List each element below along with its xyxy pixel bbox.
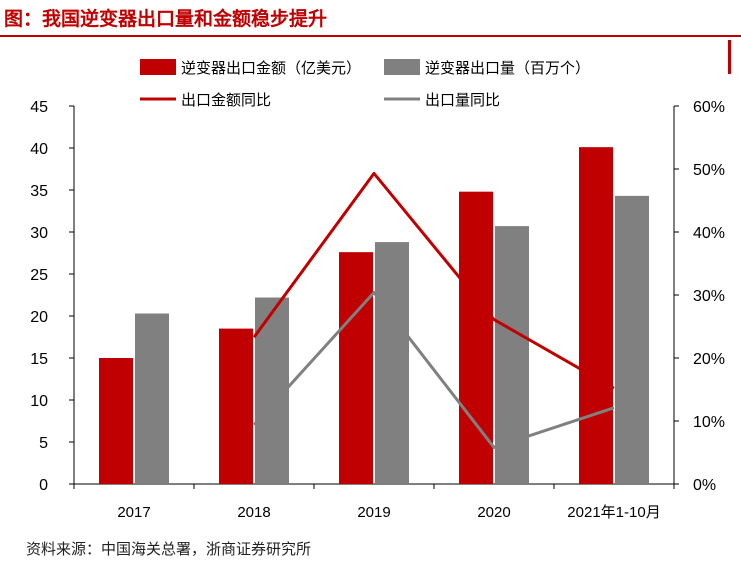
plot-area: 0 5 10 15 20 25 30 35 40 45 0% 10% 20% 30% 40% 50% 60% 20…	[30, 99, 725, 521]
y-left-tick-label: 0	[39, 477, 48, 494]
x-tick-label: 2021年1-10月	[567, 504, 660, 521]
source-note: 资料来源：中国海关总署，浙商证券研究所	[26, 540, 312, 558]
y-left-tick-label: 5	[39, 435, 48, 452]
y-left-tick-label: 15	[30, 351, 48, 368]
amount-bar	[459, 191, 493, 484]
x-tick-label: 2019	[357, 504, 390, 521]
y-right-tick-label: 60%	[693, 99, 725, 116]
chart-title: 图：我国逆变器出口量和金额稳步提升	[4, 8, 328, 30]
x-tick-label: 2018	[237, 504, 270, 521]
y-right-tick-label: 40%	[693, 225, 725, 242]
legend-volume-label: 逆变器出口量（百万个）	[425, 60, 590, 77]
amount-bar	[99, 358, 133, 484]
y-left-tick-label: 35	[30, 183, 48, 200]
y-right-tick-label: 50%	[693, 162, 725, 179]
legend-amount-yoy-label: 出口金额同比	[181, 92, 271, 109]
y-right-tick-label: 30%	[693, 288, 725, 305]
y-left-tick-label: 20	[30, 309, 48, 326]
x-tick-label: 2017	[117, 504, 150, 521]
y-left-tick-label: 45	[30, 99, 48, 116]
legend-volume-swatch	[384, 59, 420, 75]
y-left-tick-label: 30	[30, 225, 48, 242]
side-marker	[728, 40, 731, 74]
volume-bar	[375, 242, 409, 484]
volume-yoy-line	[252, 290, 615, 449]
y-right-tick-label: 0%	[693, 477, 716, 494]
amount-bar	[219, 328, 253, 484]
x-tick-label: 2020	[477, 504, 510, 521]
y-left-tick-label: 10	[30, 393, 48, 410]
amount-bar	[579, 147, 613, 484]
volume-bar	[135, 313, 169, 484]
amount-bar	[339, 252, 373, 484]
legend-amount-swatch	[140, 59, 176, 75]
y-right-tick-label: 10%	[693, 414, 725, 431]
volume-bar	[615, 195, 649, 484]
y-right-tick-label: 20%	[693, 351, 725, 368]
legend: 逆变器出口金额（亿美元） 逆变器出口量（百万个） 出口金额同比 出口量同比	[140, 59, 590, 109]
y-left-tick-label: 25	[30, 267, 48, 284]
legend-amount-label: 逆变器出口金额（亿美元）	[181, 60, 361, 77]
title-divider	[0, 35, 741, 37]
amount-yoy-line	[252, 171, 615, 390]
y-left-tick-label: 40	[30, 141, 48, 158]
legend-volume-yoy-label: 出口量同比	[425, 92, 500, 109]
